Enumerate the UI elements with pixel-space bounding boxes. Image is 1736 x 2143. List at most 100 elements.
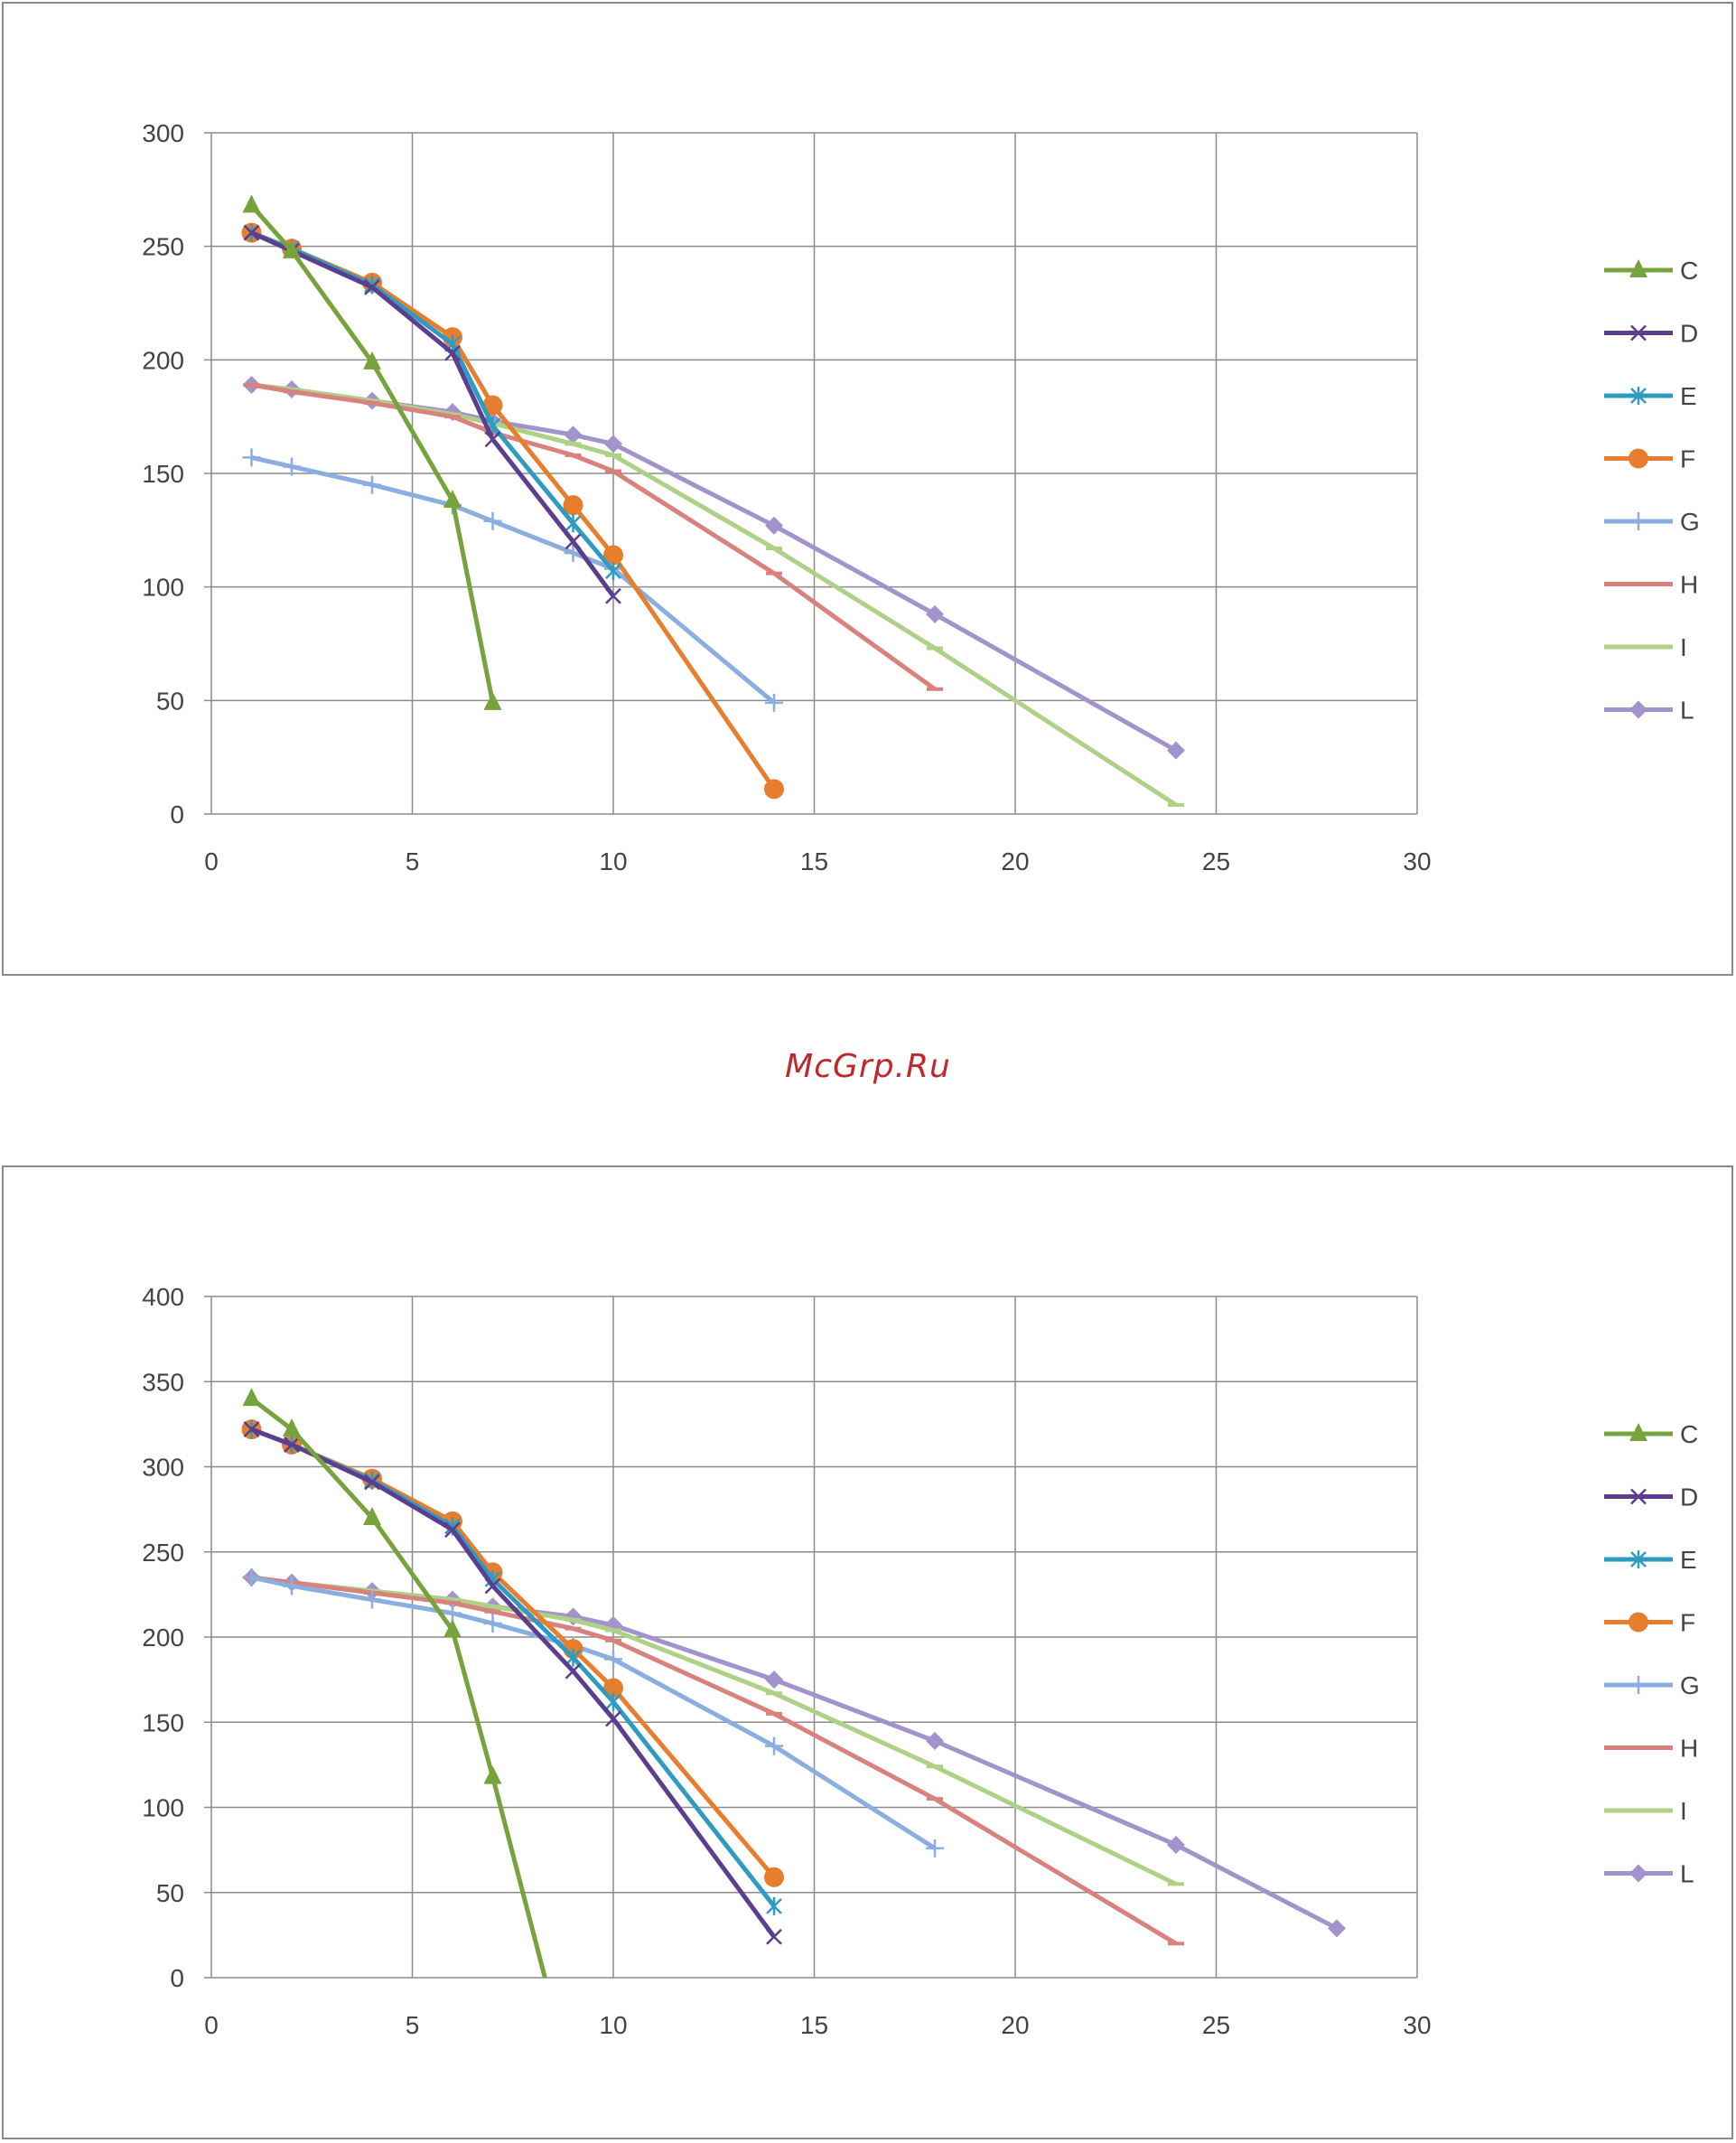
chart-bottom: 0 5 10 15 20 25 30 0 50 100 150 200 250 300 350 400 C D E F… <box>2 1165 1733 2139</box>
data-point-L <box>1328 1919 1346 1938</box>
data-point-L <box>765 516 783 535</box>
data-point-F <box>482 395 503 416</box>
series-I <box>243 1575 1184 1886</box>
y-tick-label: 50 <box>156 687 184 715</box>
x-tick-label: 5 <box>406 847 420 875</box>
y-tick-label: 150 <box>142 460 184 488</box>
legend-item-F: F <box>1604 1609 1695 1637</box>
data-point-G <box>242 1568 261 1587</box>
data-point-L <box>1167 741 1185 760</box>
data-point-G <box>604 1650 622 1669</box>
legend-marker <box>1629 448 1648 469</box>
x-tick-label: 15 <box>800 2011 828 2039</box>
data-point-D <box>444 344 461 361</box>
data-point-D <box>605 587 621 604</box>
data-point-D <box>364 1474 380 1491</box>
series-line-C <box>249 1397 547 1979</box>
data-point-F <box>764 779 784 800</box>
watermark: McGrp.Ru <box>785 1048 951 1085</box>
y-tick-label: 400 <box>142 1283 184 1311</box>
data-point-D <box>565 533 582 550</box>
series-line-F <box>250 230 777 791</box>
y-tick-label: 100 <box>142 574 184 602</box>
y-tick-label: 350 <box>142 1368 184 1396</box>
data-point-C <box>363 1507 381 1526</box>
legend-item-L: L <box>1604 1860 1694 1888</box>
y-tick-label: 0 <box>170 800 184 828</box>
data-point-D <box>444 1521 461 1539</box>
grid <box>204 1296 1418 1979</box>
legend: C D E F G H I L <box>1604 257 1700 725</box>
data-point-L <box>765 1670 783 1689</box>
legend-marker <box>1629 512 1647 530</box>
legend-marker <box>1629 1612 1648 1633</box>
data-point-D <box>605 1710 621 1727</box>
data-point-G <box>242 448 261 467</box>
legend-label: C <box>1680 257 1698 285</box>
y-tick-label: 200 <box>142 346 184 374</box>
legend-label: L <box>1680 1860 1694 1888</box>
series-C <box>242 1388 547 1979</box>
series-line-E <box>250 1427 776 1908</box>
y-tick-label: 50 <box>156 1879 184 1907</box>
legend-label: G <box>1680 1671 1700 1699</box>
data-point-F <box>563 495 583 516</box>
series-line-D <box>250 1427 777 1939</box>
x-tick-label: 20 <box>1001 847 1029 875</box>
data-point-C <box>443 1619 462 1638</box>
legend-marker <box>1629 259 1647 277</box>
series-line-L <box>251 1575 1339 1931</box>
x-tick-label: 25 <box>1202 847 1230 875</box>
data-point-E <box>565 514 582 533</box>
y-tick-label: 250 <box>142 233 184 261</box>
y-tick-label: 100 <box>142 1794 184 1822</box>
data-point-F <box>603 545 623 566</box>
series-F <box>241 222 784 800</box>
x-tick-label: 5 <box>406 2011 420 2039</box>
legend-item-C: C <box>1604 1420 1698 1448</box>
x-tick-label: 0 <box>204 847 219 875</box>
legend-item-I: I <box>1604 1797 1687 1825</box>
grid <box>204 132 1418 815</box>
data-point-L <box>564 426 583 445</box>
x-tick-label: 25 <box>1202 2011 1230 2039</box>
legend-item-E: E <box>1604 1546 1697 1574</box>
data-point-D <box>284 1436 300 1453</box>
series-L <box>242 1568 1346 1938</box>
data-point-C <box>443 490 462 509</box>
legend-item-I: I <box>1604 633 1687 661</box>
legend-marker <box>1629 1423 1647 1441</box>
legend-label: G <box>1680 508 1700 536</box>
chart-top: 0 5 10 15 20 25 30 0 50 100 150 200 250 300 C D E F G H I L <box>2 2 1733 976</box>
legend-item-C: C <box>1604 257 1698 285</box>
y-tick-label: 150 <box>142 1708 184 1736</box>
data-point-C <box>242 194 261 213</box>
x-tick-label: 15 <box>800 847 828 875</box>
data-point-D <box>766 1928 782 1945</box>
series-line-I <box>251 1575 1178 1886</box>
legend-marker <box>1629 1864 1647 1883</box>
data-point-G <box>363 1590 381 1609</box>
data-point-G <box>283 1577 301 1596</box>
data-point-C <box>242 1388 261 1407</box>
legend-label: I <box>1680 633 1687 661</box>
x-tick-label: 30 <box>1403 2011 1431 2039</box>
data-point-G <box>765 693 783 712</box>
legend-item-G: G <box>1604 508 1700 536</box>
legend-item-L: L <box>1604 697 1694 725</box>
legend-marker <box>1629 1676 1647 1694</box>
series-D <box>243 1421 782 1945</box>
data-point-E <box>605 1692 621 1711</box>
data-point-D <box>484 1577 501 1595</box>
data-point-G <box>765 1736 783 1755</box>
series-H <box>243 1575 1184 1946</box>
legend-label: E <box>1680 1546 1697 1574</box>
series-H <box>243 382 943 691</box>
legend-label: C <box>1680 1420 1698 1448</box>
x-tick-label: 30 <box>1403 847 1431 875</box>
x-tick-label: 10 <box>599 2011 627 2039</box>
y-tick-label: 250 <box>142 1539 184 1567</box>
legend-label: D <box>1680 320 1698 348</box>
data-point-C <box>483 691 502 710</box>
